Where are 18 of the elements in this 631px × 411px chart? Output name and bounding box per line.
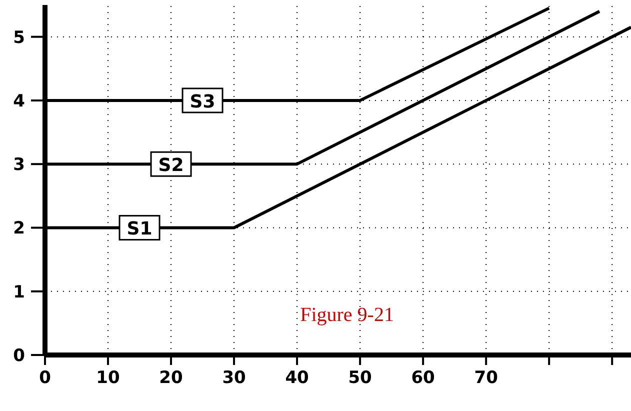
series-label: S2 [158,155,184,176]
x-tick-label: 0 [39,368,52,388]
x-tick-label: 50 [348,368,372,388]
y-tick-label: 4 [13,91,26,112]
series-label: S3 [190,91,216,112]
y-tick-label: 0 [13,346,26,366]
y-tick-label: 1 [13,282,25,302]
annotation: Figure 9-21 [300,304,394,326]
y-tick-label: 5 [13,28,25,48]
x-tick-label: 40 [285,368,310,388]
y-tick-label: 3 [13,155,25,176]
y-tick-label: 2 [13,218,25,239]
x-tick-label: 10 [96,368,120,388]
x-tick-label: 60 [411,368,436,388]
x-tick-label: 30 [222,368,246,388]
series-label: S1 [126,218,152,240]
x-tick-label: 70 [474,368,498,388]
x-tick-label: 20 [159,368,184,388]
